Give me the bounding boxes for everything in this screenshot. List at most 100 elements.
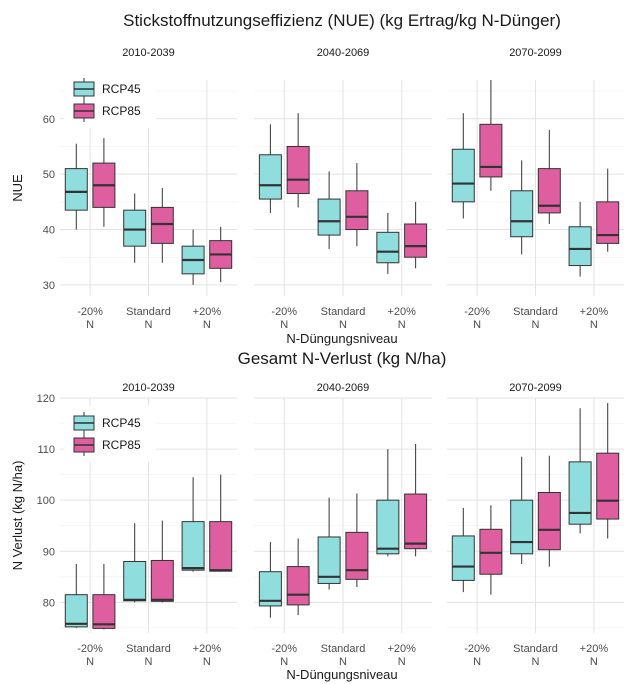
x-tick-label: -20%	[77, 306, 103, 318]
box-iqr	[123, 560, 147, 602]
x-tick-label: -20%	[271, 643, 297, 655]
facet-label: 2040-2069	[317, 47, 370, 59]
x-tick-label: N	[280, 319, 288, 331]
box-rcp45-1	[451, 507, 475, 593]
box-rcp45-2	[510, 160, 534, 255]
x-tick-label: N	[590, 656, 598, 668]
box-iqr	[510, 190, 534, 238]
box-rcp85-1	[92, 564, 116, 630]
box-rcp45-2	[123, 523, 147, 603]
box-rcp85-1	[479, 505, 503, 595]
x-tick-label: N	[532, 319, 540, 331]
box-rcp85-1	[286, 113, 310, 208]
x-tick-label: N	[532, 656, 540, 668]
x-tick-label: N	[398, 656, 406, 668]
y-tick-label: 50	[43, 169, 55, 181]
box-iqr	[404, 223, 428, 258]
x-tick-label: +20%	[580, 643, 609, 655]
chart-2: Gesamt N-Verlust (kg N/ha)2010-2039-20%N…	[10, 349, 624, 682]
x-tick-label: N	[145, 656, 153, 668]
x-tick-label: -20%	[464, 306, 490, 318]
box-iqr	[568, 461, 592, 525]
box-iqr	[537, 492, 561, 551]
x-axis-title: N-Düngungsniveau	[286, 667, 397, 682]
box-rcp45-2	[123, 193, 147, 263]
x-tick-label: Standard	[126, 306, 171, 318]
y-tick-label: 110	[37, 444, 55, 456]
facet-label: 2070-2099	[509, 382, 562, 394]
x-tick-label: +20%	[193, 643, 222, 655]
legend-label: RCP85	[102, 104, 141, 118]
facet-label: 2010-2039	[122, 382, 175, 394]
x-tick-label: N	[339, 656, 347, 668]
y-axis-title: N Verlust (kg N/ha)	[10, 461, 25, 571]
x-tick-label: Standard	[321, 306, 366, 318]
x-tick-label: +20%	[580, 306, 609, 318]
box-iqr	[376, 499, 400, 555]
box-rcp85-2	[150, 520, 174, 603]
box-rcp45-3	[376, 212, 400, 274]
box-rcp45-1	[451, 113, 475, 219]
legend: RCP45 RCP85	[64, 406, 156, 462]
box-iqr	[317, 536, 341, 584]
chart-1: Stickstoffnutzungseffizienz (NUE) (kg Er…	[10, 11, 624, 346]
box-rcp45-1	[258, 542, 282, 618]
box-rcp85-3	[404, 201, 428, 269]
box-iqr	[123, 209, 147, 247]
y-axis-title: NUE	[10, 174, 25, 202]
box-iqr	[376, 231, 400, 264]
box-iqr	[181, 521, 205, 571]
box-iqr	[568, 226, 592, 267]
chart-title: Stickstoffnutzungseffizienz (NUE) (kg Er…	[123, 11, 561, 30]
box-iqr	[596, 452, 620, 520]
box-rcp45-1	[64, 143, 88, 230]
box-rcp85-2	[537, 129, 561, 224]
legend-background	[64, 406, 156, 462]
x-tick-label: N	[203, 656, 211, 668]
box-iqr	[286, 145, 310, 195]
x-tick-label: N	[86, 656, 94, 668]
x-tick-label: N	[203, 319, 211, 331]
facet-label: 2010-2039	[122, 47, 175, 59]
box-rcp45-2	[317, 497, 341, 590]
box-iqr	[596, 201, 620, 244]
box-iqr	[317, 198, 341, 236]
box-iqr	[64, 594, 88, 628]
box-iqr	[451, 535, 475, 581]
box-rcp85-1	[286, 538, 310, 616]
x-tick-label: -20%	[77, 643, 103, 655]
y-tick-label: 120	[37, 393, 55, 405]
facet-label: 2040-2069	[317, 382, 370, 394]
x-tick-label: +20%	[388, 306, 417, 318]
x-tick-label: Standard	[513, 306, 558, 318]
box-iqr	[479, 123, 503, 178]
x-tick-label: N	[473, 656, 481, 668]
chart-title: Gesamt N-Verlust (kg N/ha)	[238, 349, 447, 368]
box-rcp85-2	[150, 188, 174, 263]
box-rcp85-3	[209, 226, 233, 283]
x-tick-label: -20%	[271, 306, 297, 318]
y-tick-label: 40	[43, 225, 55, 237]
x-tick-label: N	[280, 656, 288, 668]
box-rcp85-3	[404, 443, 428, 557]
box-rcp85-1	[479, 80, 503, 191]
box-rcp45-3	[181, 229, 205, 285]
box-iqr	[345, 190, 369, 231]
x-tick-label: N	[339, 319, 347, 331]
box-rcp85-2	[345, 163, 369, 247]
legend: RCP45 RCP85	[64, 72, 156, 128]
x-tick-label: Standard	[513, 643, 558, 655]
legend-key-rcp45: RCP45	[73, 412, 141, 434]
x-tick-label: Standard	[126, 643, 171, 655]
box-iqr	[286, 566, 310, 606]
box-rcp45-3	[568, 408, 592, 534]
legend-label: RCP85	[102, 438, 141, 452]
box-rcp85-1	[92, 138, 116, 227]
legend-key-rcp85: RCP85	[73, 434, 141, 456]
box-rcp45-3	[568, 201, 592, 277]
box-iqr	[150, 559, 174, 602]
box-rcp45-3	[376, 449, 400, 557]
